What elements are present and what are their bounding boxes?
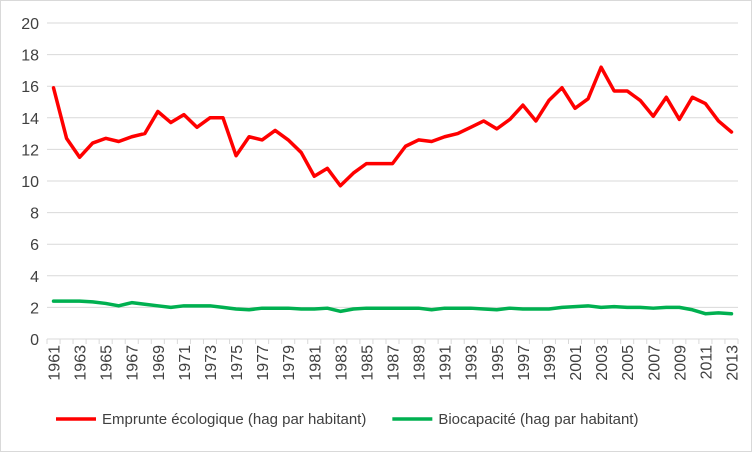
x-tick-label: 1977 (255, 345, 272, 381)
legend-label-2: Biocapacité (hag par habitant) (438, 411, 638, 428)
gridlines (47, 22, 738, 340)
y-tick-label: 12 (21, 142, 39, 159)
x-tick-label: 2001 (568, 345, 585, 381)
x-tick-label: 1993 (464, 345, 481, 381)
x-tick-label: 1979 (281, 345, 298, 381)
x-tick-label: 1991 (438, 345, 455, 381)
x-tick-label: 2011 (698, 345, 715, 380)
y-tick-label: 10 (21, 174, 39, 191)
x-tick-label: 1995 (490, 345, 507, 381)
x-tick-label: 1967 (125, 345, 142, 381)
x-tick-label: 2005 (620, 345, 637, 381)
x-axis-ticks: 1961 1963 1965 1967 1969 1971 1973 1975 1977 1979… (46, 339, 741, 381)
series-line-1 (51, 65, 734, 188)
x-tick-label: 1989 (412, 345, 429, 381)
x-tick-label: 1999 (542, 345, 559, 381)
y-tick-label: 14 (21, 111, 39, 128)
x-tick-label: 1965 (99, 345, 116, 381)
x-tick-label: 1997 (516, 345, 533, 381)
series-lines (51, 65, 734, 316)
x-tick-label: 1969 (151, 345, 168, 381)
x-tick-label: 2009 (672, 345, 689, 381)
y-tick-label: 0 (30, 332, 39, 349)
x-tick-label: 1971 (177, 345, 194, 381)
y-tick-label: 2 (30, 300, 39, 317)
y-tick-label: 6 (30, 237, 39, 254)
x-tick-label: 2003 (594, 345, 611, 381)
legend-label-1: Emprunte écologique (hag par habitant) (102, 411, 366, 428)
legend: Emprunte écologique (hag par habitant) Bi… (56, 411, 638, 428)
x-tick-label: 1963 (73, 345, 90, 381)
x-tick-label: 2013 (724, 345, 741, 381)
x-tick-label: 2007 (646, 345, 663, 381)
y-tick-label: 8 (30, 206, 39, 223)
y-tick-label: 4 (30, 269, 39, 286)
x-tick-label: 1987 (386, 345, 403, 381)
y-axis-ticks: 0 2 4 6 8 10 12 14 16 18 20 (21, 16, 39, 349)
series-line-2 (51, 299, 734, 316)
x-tick-label: 1981 (307, 345, 324, 381)
x-tick-label: 1975 (229, 345, 246, 381)
x-tick-label: 1961 (47, 345, 64, 381)
y-tick-label: 18 (21, 48, 39, 65)
y-tick-label: 20 (21, 16, 39, 33)
x-tick-label: 1973 (203, 345, 220, 381)
x-tick-label: 1985 (359, 345, 376, 381)
y-tick-label: 16 (21, 79, 39, 96)
x-tick-label: 1983 (333, 345, 350, 381)
